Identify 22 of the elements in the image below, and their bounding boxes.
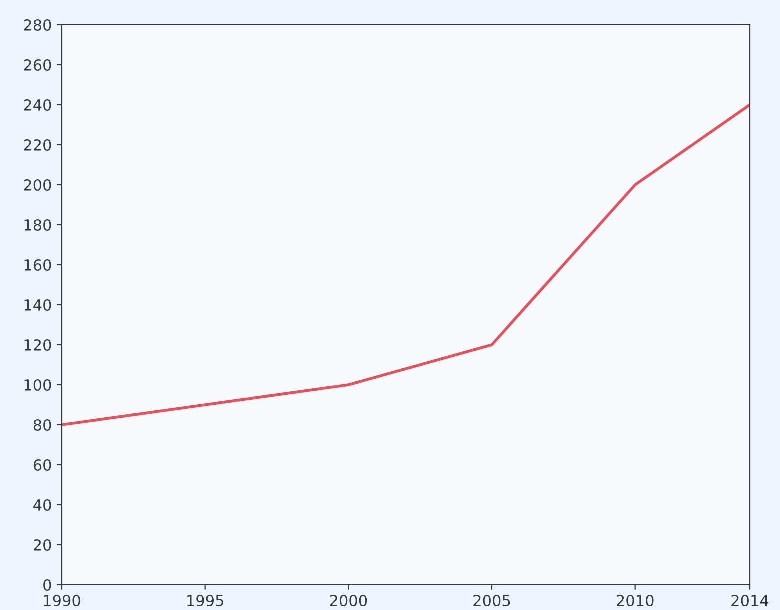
- y-tick-label: 160: [24, 259, 52, 272]
- x-tick-label: 1995: [188, 594, 224, 607]
- y-tick-label: 140: [24, 299, 52, 312]
- y-tick-label: 20: [34, 539, 52, 552]
- y-tick-label: 220: [24, 139, 52, 152]
- y-tick-label: 0: [44, 579, 52, 592]
- x-tick-label: 2014: [732, 594, 769, 607]
- y-tick-label: 260: [24, 59, 52, 72]
- y-tick-label: 280: [24, 19, 52, 32]
- y-tick-label: 200: [24, 179, 52, 192]
- y-tick-label: 40: [34, 499, 52, 512]
- y-tick-label: 240: [24, 99, 52, 112]
- x-tick-label: 2010: [617, 594, 654, 607]
- y-tick-label: 120: [24, 339, 52, 352]
- y-tick-label: 60: [34, 459, 52, 472]
- x-tick-label: 2000: [330, 594, 368, 607]
- line-series: [62, 104, 750, 426]
- y-tick-label: 80: [34, 419, 52, 432]
- x-tick-label: 1990: [44, 594, 80, 607]
- y-tick-label: 100: [24, 379, 52, 392]
- y-tick-label: 180: [24, 219, 52, 232]
- x-tick-label: 2005: [474, 594, 510, 607]
